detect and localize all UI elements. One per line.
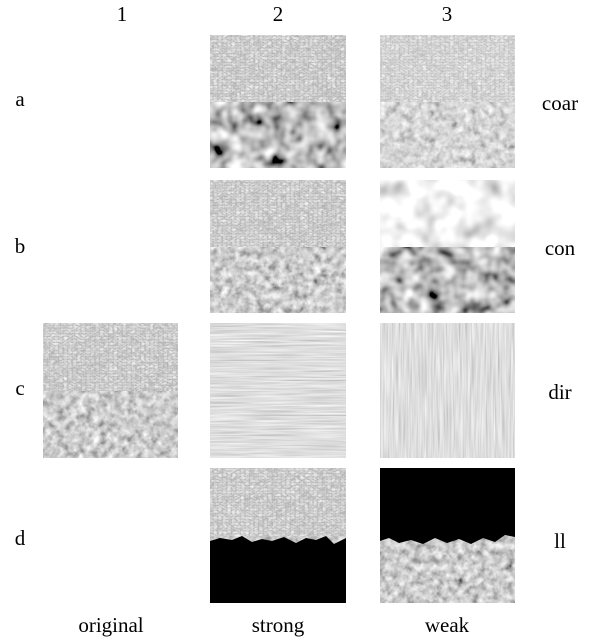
image-d3 [380,468,515,603]
image-b2 [210,180,346,313]
row-label: d [15,526,26,550]
row-name: coar [542,91,578,115]
column-name: strong [252,613,305,637]
image-a2 [210,35,346,168]
image-d2 [210,468,346,603]
row-label: a [15,87,25,111]
column-header: 1 [117,2,128,26]
column-header: 3 [442,2,453,26]
column-name: original [78,613,143,637]
row-label: b [15,234,26,258]
image-a3 [380,35,515,168]
column-header: 2 [273,2,284,26]
row-name: ll [554,529,566,553]
image-c2 [210,323,346,458]
column-name: weak [425,613,470,637]
row-label: c [15,376,24,400]
image-b3 [380,180,515,313]
row-name: con [545,236,576,260]
image-c1 [43,323,178,458]
image-c3 [380,323,515,458]
row-name: dir [548,380,571,404]
